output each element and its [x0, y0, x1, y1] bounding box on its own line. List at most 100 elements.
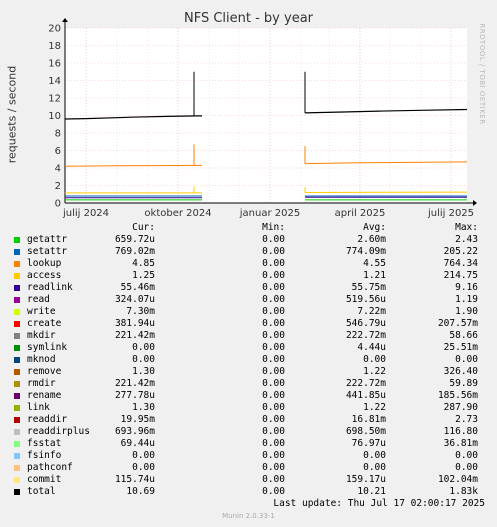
legend-max: 25.51m	[443, 342, 478, 353]
legend-header-avg: Avg:	[363, 222, 386, 233]
legend-avg: 76.97u	[351, 438, 386, 449]
legend-min: 0.00	[262, 390, 285, 401]
legend-avg: 0.00	[363, 354, 386, 365]
legend-min: 0.00	[262, 366, 285, 377]
legend-min: 0.00	[262, 474, 285, 485]
legend-swatch	[14, 357, 20, 363]
legend-name: read	[27, 294, 50, 305]
legend-row-symlink: symlink 0.00 0.00 4.44u 25.51m	[0, 342, 497, 354]
legend-avg: 519.56u	[345, 294, 386, 305]
legend-row-readdir: readdir 19.95m 0.00 16.81m 2.73	[0, 414, 497, 426]
y-tick-label: 16	[48, 59, 61, 70]
legend-swatch	[14, 405, 20, 411]
x-tick-label: januar 2025	[239, 208, 300, 219]
series-line-lookup-a	[64, 164, 203, 167]
legend-max: 0.00	[455, 354, 478, 365]
legend-swatch	[14, 249, 20, 255]
y-tick-label: 18	[48, 41, 61, 52]
legend-row-fsstat: fsstat 69.44u 0.00 76.97u 36.81m	[0, 438, 497, 450]
legend-row-rmdir: rmdir 221.42m 0.00 222.72m 59.89	[0, 378, 497, 390]
legend-min: 0.00	[262, 318, 285, 329]
legend-swatch	[14, 333, 20, 339]
y-tick-label: 2	[55, 181, 61, 192]
chart-plot: 0 2 4 6 8 10 12 14 16 18 20 julij 2024 oktober 2024 j…	[48, 18, 477, 219]
legend-row-remove: remove 1.30 0.00 1.22 326.40	[0, 366, 497, 378]
legend-min: 0.00	[262, 426, 285, 437]
legend-max: 205.22	[443, 246, 478, 257]
legend-name: readlink	[27, 282, 73, 293]
munin-version: Munin 2.0.33-1	[222, 512, 275, 520]
legend-avg: 10.21	[357, 486, 386, 497]
legend-row-mkdir: mkdir 221.42m 0.00 222.72m 58.66	[0, 330, 497, 342]
legend-cur: 1.25	[132, 270, 155, 281]
legend-swatch	[14, 477, 20, 483]
legend-swatch	[14, 309, 20, 315]
legend-min: 0.00	[262, 234, 285, 245]
legend-avg: 0.00	[363, 450, 386, 461]
legend-name: rename	[27, 390, 62, 401]
legend-avg: 4.44u	[357, 342, 386, 353]
legend-min: 0.00	[262, 294, 285, 305]
x-tick-label: april 2025	[335, 208, 386, 219]
legend-cur: 0.00	[132, 342, 155, 353]
legend-avg: 546.79u	[345, 318, 386, 329]
legend-min: 0.00	[262, 282, 285, 293]
legend-row-create: create 381.94u 0.00 546.79u 207.57m	[0, 318, 497, 330]
legend-cur: 55.46m	[120, 282, 155, 293]
legend-min: 0.00	[262, 354, 285, 365]
legend-row-setattr: setattr 769.02m 0.00 774.09m 205.22	[0, 246, 497, 258]
legend-name: rmdir	[27, 378, 56, 389]
legend-row-readdirplus: readdirplus 693.96m 0.00 698.50m 116.80	[0, 426, 497, 438]
legend-avg: 2.60m	[357, 234, 386, 245]
legend-name: remove	[27, 366, 62, 377]
legend-min: 0.00	[262, 246, 285, 257]
legend-min: 0.00	[262, 258, 285, 269]
legend-cur: 7.30m	[126, 306, 155, 317]
legend-max: 2.73	[455, 414, 478, 425]
legend-max: 116.80	[443, 426, 478, 437]
legend-avg: 1.22	[363, 402, 386, 413]
legend-max: 207.57m	[437, 318, 478, 329]
legend-swatch	[14, 453, 20, 459]
legend-max: 59.89	[449, 378, 478, 389]
legend-name: getattr	[27, 234, 68, 245]
legend-swatch	[14, 489, 20, 495]
legend-swatch	[14, 321, 20, 327]
legend-cur: 693.96m	[114, 426, 155, 437]
legend-row-total: total 10.69 0.00 10.21 1.83k	[0, 486, 497, 498]
y-tick-label: 14	[48, 76, 61, 87]
y-tick-label: 12	[48, 94, 61, 105]
y-tick-label: 6	[55, 146, 61, 157]
legend-row-access: access 1.25 0.00 1.21 214.75	[0, 270, 497, 282]
legend-cur: 19.95m	[120, 414, 155, 425]
legend-avg: 7.22m	[357, 306, 386, 317]
x-axis-arrow	[473, 200, 477, 206]
legend-max: 102.04m	[437, 474, 478, 485]
legend-row-pathconf: pathconf 0.00 0.00 0.00 0.00	[0, 462, 497, 474]
legend-row-mknod: mknod 0.00 0.00 0.00 0.00	[0, 354, 497, 366]
legend-name: mkdir	[27, 330, 56, 341]
legend-swatch	[14, 273, 20, 279]
legend-cur: 0.00	[132, 354, 155, 365]
legend-swatch	[14, 345, 20, 351]
legend-cur: 0.00	[132, 462, 155, 473]
legend-max: 0.00	[455, 462, 478, 473]
legend-row-fsinfo: fsinfo 0.00 0.00 0.00 0.00	[0, 450, 497, 462]
legend-name: symlink	[27, 342, 68, 353]
legend-header-cur: Cur:	[132, 222, 155, 233]
legend-min: 0.00	[262, 402, 285, 413]
legend-name: readdirplus	[27, 426, 90, 437]
legend-min: 0.00	[262, 306, 285, 317]
legend-avg: 0.00	[363, 462, 386, 473]
legend-row-rename: rename 277.78u 0.00 441.85u 185.56m	[0, 390, 497, 402]
legend-max: 2.43	[455, 234, 478, 245]
legend-row-commit: commit 115.74u 0.00 159.17u 102.04m	[0, 474, 497, 486]
legend-cur: 10.69	[126, 486, 155, 497]
legend-cur: 769.02m	[114, 246, 155, 257]
y-tick-label: 0	[55, 199, 61, 210]
legend-row-write: write 7.30m 0.00 7.22m 1.90	[0, 306, 497, 318]
legend-swatch	[14, 285, 20, 291]
legend-swatch	[14, 261, 20, 267]
legend-name: mknod	[27, 354, 56, 365]
